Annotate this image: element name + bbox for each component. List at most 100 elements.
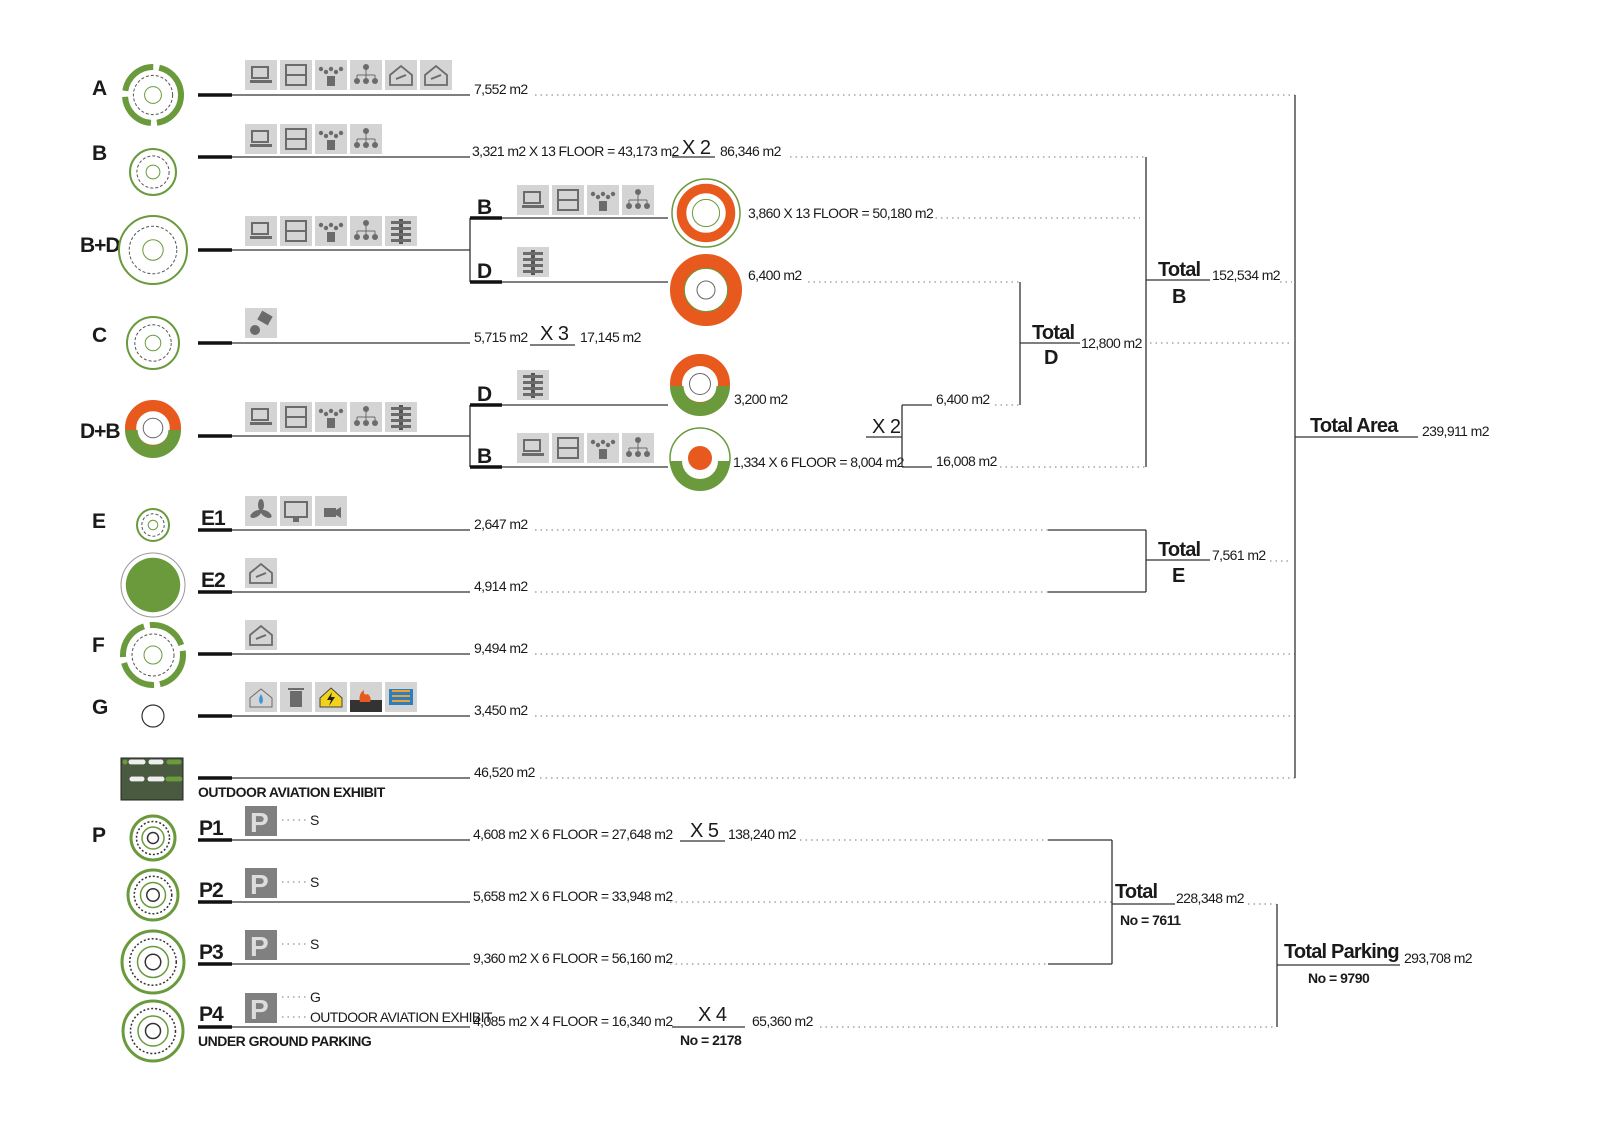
total-b-value: 152,534 m2 [1212, 267, 1281, 283]
count-p4: No = 2178 [680, 1032, 742, 1048]
server-icon [385, 682, 417, 712]
calc-p4: 4,085 m2 X 4 FLOOR = 16,340 m2 [473, 1013, 673, 1029]
office-icon [280, 60, 312, 90]
multiplier-db: X 2 [872, 416, 901, 438]
lab-icon [245, 308, 277, 338]
parking-icon: P [245, 806, 277, 838]
area-db-d: 3,200 m2 [734, 391, 788, 407]
area-c: 5,715 m2 [474, 329, 528, 345]
total-c: 17,145 m2 [580, 329, 642, 345]
total-e-title: Total [1158, 539, 1201, 561]
multiplier-p4: X 4 [698, 1004, 727, 1026]
sub-label-p4: P4 [199, 1003, 224, 1026]
area-outdoor: 46,520 m2 [474, 764, 536, 780]
parking-letter: P [250, 931, 269, 962]
outdoor-exhibit-map [120, 757, 184, 801]
office-icon [280, 216, 312, 246]
outdoor-label: OUTDOOR AVIATION EXHIBIT [198, 784, 386, 800]
area-db-b: 1,334 X 6 FLOOR = 8,004 m2 [733, 454, 905, 470]
total-e-value: 7,561 m2 [1212, 547, 1266, 563]
fan-icon [245, 496, 277, 526]
total-d-title: Total [1032, 322, 1075, 344]
meeting-icon [315, 402, 347, 432]
row-label-c: C [92, 324, 107, 347]
row-label-a: A [92, 77, 107, 100]
computer-icon [517, 185, 549, 215]
computer-icon [245, 124, 277, 154]
area-g: 3,450 m2 [474, 702, 528, 718]
house-icon [420, 60, 452, 90]
plan-db-d-icon [670, 354, 730, 416]
calc-p2: 5,658 m2 X 6 FLOOR = 33,948 m2 [473, 888, 673, 904]
plan-e2-icon [120, 552, 186, 618]
parking-icon: P [245, 993, 277, 1025]
parking-letter: P [250, 994, 269, 1025]
office-icon [280, 402, 312, 432]
total-area-value: 239,911 m2 [1422, 423, 1490, 439]
area-f: 9,494 m2 [474, 640, 528, 656]
plan-p1-icon [129, 814, 177, 862]
row-label-db: D+B [80, 420, 120, 443]
total-d-sub: D [1044, 347, 1058, 369]
sub-label-b: B [477, 445, 492, 468]
monitor-icon [280, 496, 312, 526]
plan-f-icon [120, 622, 186, 688]
multiplier-b: X 2 [682, 137, 711, 159]
plan-bd-icon [118, 215, 188, 285]
hierarchy-icon [622, 433, 654, 463]
total-d-value: 12,800 m2 [1081, 335, 1143, 351]
multiplier-p1: X 5 [690, 820, 719, 842]
electric-icon [315, 682, 347, 712]
computer-icon [245, 402, 277, 432]
trash-icon [280, 682, 312, 712]
meeting-icon [315, 124, 347, 154]
tree-icon [517, 370, 549, 400]
office-icon [552, 185, 584, 215]
row-label-bd: B+D [80, 234, 120, 257]
plan-a-icon [122, 64, 184, 126]
level-tag: S [310, 812, 319, 828]
area-e2: 4,914 m2 [474, 578, 528, 594]
total-parking-group-count: No = 7611 [1120, 912, 1181, 928]
hierarchy-icon [350, 124, 382, 154]
hangar-icon [245, 620, 277, 650]
office-icon [280, 124, 312, 154]
plan-p2-icon [126, 868, 180, 922]
total-b-title: Total [1158, 259, 1201, 281]
computer-icon [245, 60, 277, 90]
parking-letter: P [250, 807, 269, 838]
sub-label-e1: E1 [201, 507, 226, 530]
total-parking-count: No = 9790 [1308, 970, 1370, 986]
tree-icon [385, 402, 417, 432]
row-label-g: G [92, 696, 108, 719]
level-tag: S [310, 936, 319, 952]
meeting-icon [587, 433, 619, 463]
sub-label-b: B [477, 196, 492, 219]
total-p4: 65,360 m2 [752, 1013, 814, 1029]
parking-letter: P [250, 869, 269, 900]
parking-icon: P [245, 930, 277, 962]
hierarchy-icon [350, 60, 382, 90]
sub-label-e2: E2 [201, 569, 225, 592]
total-parking-value: 293,708 m2 [1404, 950, 1473, 966]
level-tag-outdoor: OUTDOOR AVIATION EXHIBIT [310, 1009, 493, 1025]
total-p1: 138,240 m2 [728, 826, 797, 842]
area-bd-b: 3,860 X 13 FLOOR = 50,180 m2 [748, 205, 934, 221]
hierarchy-icon [622, 185, 654, 215]
total-db-b: 16,008 m2 [936, 453, 998, 469]
fire-icon [350, 682, 382, 712]
office-icon [552, 433, 584, 463]
hierarchy-icon [350, 216, 382, 246]
meeting-icon [587, 185, 619, 215]
total-parking-group-value: 228,348 m2 [1176, 890, 1245, 906]
calc-p3: 9,360 m2 X 6 FLOOR = 56,160 m2 [473, 950, 673, 966]
computer-icon [245, 216, 277, 246]
sub-label-d: D [477, 260, 492, 283]
tree-icon [385, 216, 417, 246]
hangar-icon [245, 558, 277, 588]
plan-bd-d-icon [670, 254, 743, 327]
plan-c-icon [126, 316, 180, 370]
total-parking-group-title: Total [1115, 881, 1158, 903]
